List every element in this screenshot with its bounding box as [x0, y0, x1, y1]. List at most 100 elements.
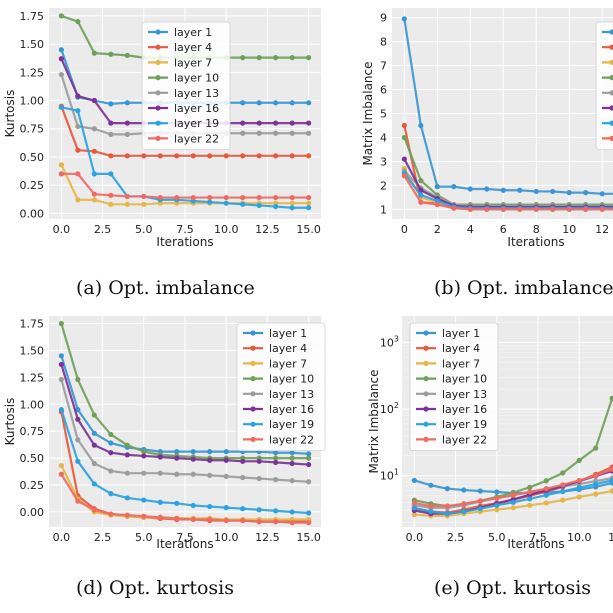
series-line-a-2	[60, 164, 309, 206]
ytick-label-a-6: 1.50	[20, 38, 45, 51]
point-d-5-7	[174, 455, 180, 461]
point-a-1-11	[240, 153, 246, 159]
x-axis-label-b: Iterations	[507, 235, 564, 249]
legend-marker-b-2	[609, 59, 613, 65]
series-line-b-5	[403, 158, 613, 209]
xtick-label-e-2: 5.0	[488, 531, 506, 544]
point-d-4-0	[58, 376, 64, 383]
ytick-label-d-3: 0.75	[20, 425, 45, 438]
point-d-5-6	[157, 454, 163, 460]
point-b-7-1	[418, 199, 424, 205]
point-b-3-0	[401, 134, 407, 141]
point-b-0-7	[517, 187, 523, 193]
point-b-3-1	[418, 178, 424, 184]
xtick-label-b-2: 4	[467, 223, 474, 236]
point-e-0-4	[477, 488, 483, 494]
point-a-0-4	[124, 100, 130, 106]
point-e-6-9	[560, 488, 566, 495]
point-d-6-1	[75, 458, 81, 464]
legend-marker-b-0	[609, 29, 613, 35]
point-d-3-3	[108, 431, 114, 438]
legend-label-a-6: layer 19	[174, 117, 219, 130]
series-group-b	[401, 16, 613, 213]
point-a-4-0	[58, 71, 64, 78]
xtick-label-e-3: 7.5	[529, 531, 547, 544]
legend-label-a-4: layer 13	[174, 87, 219, 100]
xtick-label-a-2: 5.0	[135, 223, 153, 236]
ytick-label-d-6: 1.50	[20, 344, 45, 357]
point-d-5-11	[240, 458, 246, 464]
legend-marker-b-7	[609, 135, 613, 141]
point-d-3-1	[75, 376, 81, 383]
ytick-label-a-7: 1.75	[20, 10, 45, 23]
point-d-4-9	[207, 472, 213, 478]
legend-label-e-1: layer 4	[442, 342, 480, 355]
point-a-1-2	[91, 148, 97, 154]
point-d-6-8	[190, 502, 196, 509]
point-d-7-6	[157, 514, 163, 520]
point-a-1-9	[207, 153, 213, 159]
legend-label-e-7: layer 22	[442, 433, 487, 446]
point-e-2-8	[543, 500, 549, 506]
point-d-3-14	[289, 455, 295, 461]
xtick-label-a-4: 10.0	[214, 223, 239, 236]
ytick-exponent-e-1: 2	[394, 401, 399, 410]
legend-label-a-5: layer 16	[174, 102, 219, 115]
point-a-1-5	[141, 153, 147, 159]
series-line-a-7	[61, 172, 309, 199]
point-d-0-13	[273, 450, 279, 456]
point-b-0-10	[566, 190, 572, 196]
legend-marker-e-4	[423, 391, 429, 397]
point-a-7-8	[190, 194, 196, 201]
point-d-2-0	[58, 463, 64, 469]
point-a-1-1	[75, 147, 81, 153]
x-axis-label-d: Iterations	[156, 537, 213, 551]
point-a-1-10	[223, 153, 229, 159]
xtick-label-d-6: 15.0	[296, 531, 321, 544]
point-d-5-4	[124, 452, 130, 458]
point-a-5-13	[273, 120, 279, 126]
xtick-label-d-4: 10.0	[214, 531, 239, 544]
point-a-6-10	[223, 200, 229, 206]
point-d-7-4	[124, 512, 130, 518]
point-d-7-2	[91, 507, 97, 513]
point-a-4-12	[256, 130, 262, 136]
legend-a: layer 1 layer 4 layer 7 layer 10 layer 13 lay…	[141, 21, 231, 150]
point-a-5-15	[306, 120, 312, 126]
series-line-e-6	[414, 479, 613, 515]
point-a-7-6	[157, 194, 163, 201]
point-a-4-13	[273, 130, 279, 136]
point-d-0-8	[190, 449, 196, 455]
point-d-7-11	[240, 517, 246, 524]
legend-label-e-4: layer 13	[442, 388, 487, 401]
point-a-1-14	[289, 153, 295, 159]
point-d-5-2	[91, 442, 97, 448]
point-d-6-4	[124, 495, 130, 501]
point-a-3-4	[124, 52, 130, 58]
point-d-7-7	[174, 515, 180, 521]
ytick-label-b-0: 1	[380, 203, 387, 216]
point-a-4-14	[289, 130, 295, 136]
xtick-label-b-1: 2	[434, 223, 441, 236]
series-line-d-6	[60, 409, 309, 515]
point-d-3-0	[58, 320, 64, 327]
point-a-5-1	[75, 93, 81, 99]
point-e-6-8	[543, 492, 549, 498]
point-e-6-6	[510, 499, 516, 505]
xtick-label-b-0: 0	[401, 223, 408, 236]
legend-marker-e-6	[423, 421, 429, 427]
legend-marker-a-4	[155, 90, 161, 96]
point-d-6-10	[223, 505, 229, 511]
point-d-0-0	[58, 353, 64, 359]
point-d-5-1	[75, 416, 81, 422]
point-a-0-12	[256, 100, 262, 106]
point-b-7-4	[467, 206, 473, 213]
point-d-5-8	[190, 456, 196, 462]
point-d-0-14	[289, 450, 295, 456]
point-a-3-0	[58, 13, 64, 19]
point-a-1-8	[190, 153, 196, 159]
xtick-label-d-1: 2.5	[94, 531, 112, 544]
point-d-7-12	[256, 519, 262, 525]
legend-label-d-6: layer 19	[269, 418, 314, 431]
xtick-label-d-3: 7.5	[176, 531, 194, 544]
